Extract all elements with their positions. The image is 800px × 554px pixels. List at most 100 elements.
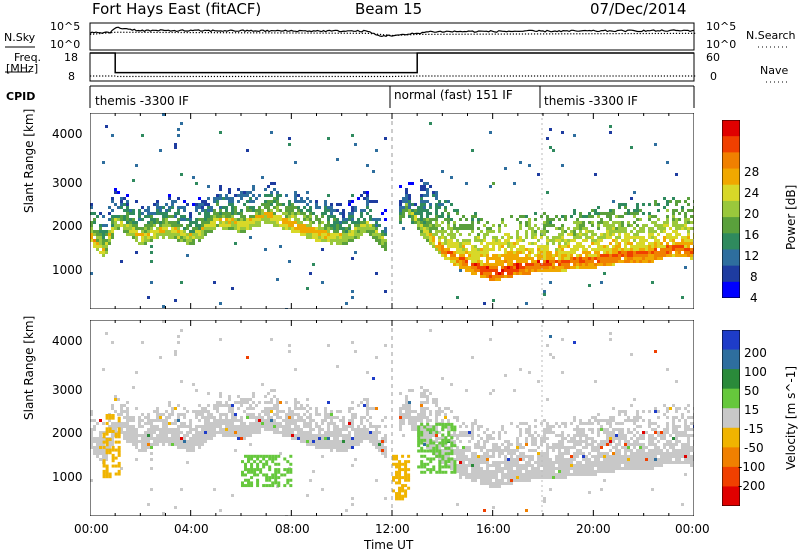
nave-point <box>204 75 206 78</box>
power-cell <box>210 230 213 233</box>
power-cell <box>576 248 579 251</box>
velocity-cell <box>582 440 585 443</box>
power-cell <box>219 194 222 197</box>
power-cell <box>447 212 450 215</box>
power-cell <box>279 209 282 212</box>
power-cell <box>432 245 435 248</box>
nave-point <box>603 75 605 77</box>
nave-point <box>168 75 170 78</box>
velocity-cell <box>141 449 144 452</box>
velocity-cell <box>348 419 351 422</box>
power-cell <box>480 266 483 269</box>
velocity-cell <box>474 467 477 470</box>
velocity-cell <box>237 425 240 428</box>
power-cell <box>303 215 306 218</box>
power-cell <box>126 218 129 221</box>
velocity-cell <box>624 455 627 458</box>
velocity-cell <box>108 443 111 446</box>
velocity-cell <box>213 419 216 422</box>
velocity-cell <box>564 446 567 449</box>
velocity-cell <box>606 458 609 461</box>
power-cell <box>102 251 105 254</box>
power-cell <box>189 242 192 245</box>
power-cell <box>615 260 618 263</box>
velocity-cell <box>630 464 633 467</box>
velocity-cell <box>174 434 177 437</box>
velocity-cell <box>105 446 108 449</box>
power-cell <box>420 185 423 188</box>
power-cell <box>456 239 459 242</box>
velocity-cell <box>585 467 588 470</box>
power-cell <box>660 242 663 245</box>
power-cell <box>636 242 639 245</box>
velocity-cell <box>237 434 240 437</box>
power-cell <box>519 251 522 254</box>
velocity-cell <box>408 389 411 392</box>
power-cell <box>321 227 324 230</box>
nave-point <box>277 75 279 78</box>
power-cell <box>603 254 606 257</box>
power-cell <box>519 248 522 251</box>
power-cell <box>264 188 267 191</box>
velocity-cell <box>171 443 174 446</box>
power-cell <box>420 209 423 212</box>
velocity-cell <box>582 431 585 434</box>
nave-point <box>485 75 487 77</box>
nave-point <box>609 75 611 77</box>
velocity-cell <box>285 422 288 425</box>
power-cell <box>471 218 474 221</box>
velocity-cell <box>306 437 309 440</box>
velocity-cell <box>630 419 633 422</box>
nsearch-point <box>452 33 454 35</box>
nsearch-point <box>485 33 487 35</box>
velocity-cell <box>510 455 513 458</box>
power-cell <box>207 215 210 218</box>
velocity-cell <box>198 434 201 437</box>
velocity-cell <box>231 422 234 425</box>
power-cell <box>252 185 255 188</box>
power-cell <box>234 218 237 221</box>
power-cell <box>297 209 300 212</box>
velocity-cell <box>420 425 423 428</box>
power-cell <box>687 230 690 233</box>
power-cell <box>336 203 339 206</box>
velocity-cell <box>354 416 357 419</box>
velocity-cell <box>672 452 675 455</box>
nsearch-point <box>153 31 155 34</box>
power-cell <box>600 257 603 260</box>
power-cell <box>447 257 450 260</box>
velocity-cell <box>654 452 657 455</box>
velocity-cell <box>345 425 348 428</box>
power-cell <box>147 233 150 236</box>
velocity-cell <box>132 440 135 443</box>
power-colorbar-step <box>722 217 740 234</box>
power-cell <box>195 182 198 185</box>
power-cell <box>570 215 573 218</box>
nave-point <box>268 75 270 78</box>
velocity-cell <box>258 431 261 434</box>
velocity-cell <box>273 407 276 410</box>
velocity-cell <box>306 443 309 446</box>
power-cell <box>642 248 645 251</box>
velocity-cell <box>267 428 270 431</box>
power-cell <box>312 233 315 236</box>
velocity-cell <box>669 443 672 446</box>
nsearch-point <box>108 32 110 34</box>
power-cell <box>381 230 384 233</box>
power-cell <box>492 266 495 269</box>
power-cell <box>168 215 171 218</box>
power-cell <box>162 224 165 227</box>
power-cell <box>162 206 165 209</box>
velocity-cell <box>480 425 483 428</box>
power-cell <box>354 236 357 239</box>
power-cell <box>117 218 120 221</box>
velocity-cell <box>423 443 426 446</box>
power-cell <box>627 260 630 263</box>
velocity-cell <box>636 467 639 470</box>
power-cell <box>234 206 237 209</box>
power-cell <box>174 221 177 224</box>
nave-point <box>373 75 376 78</box>
power-cell <box>498 257 501 260</box>
power-cell <box>678 227 681 230</box>
velocity-cell <box>186 446 189 449</box>
